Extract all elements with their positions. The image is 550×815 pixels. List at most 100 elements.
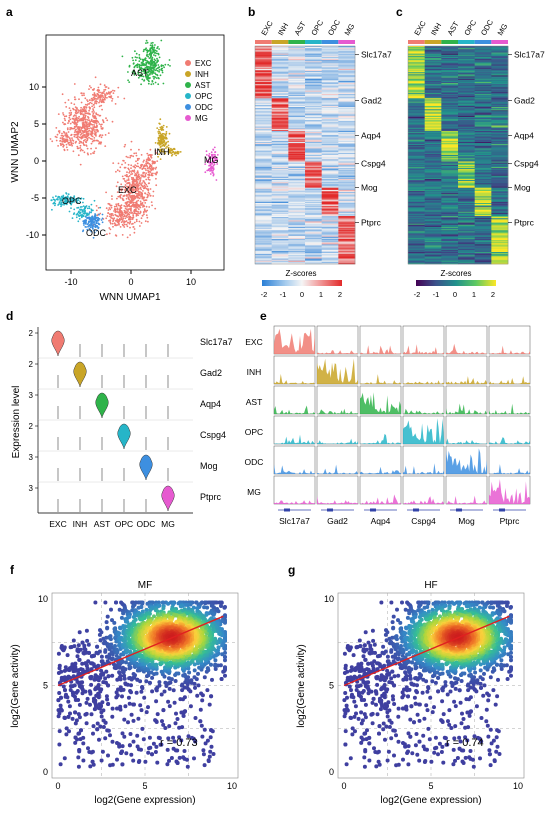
umap-point	[121, 188, 124, 191]
umap-point	[115, 205, 118, 207]
umap-point	[131, 216, 133, 219]
umap-point	[85, 141, 88, 144]
heatmap-c-color-bar	[408, 40, 508, 44]
umap-point	[151, 162, 154, 165]
umap-point	[155, 184, 158, 187]
heatmap-gene-label: Gad2	[361, 96, 382, 106]
umap-point	[117, 195, 120, 198]
umap-point	[137, 204, 140, 207]
umap-point	[62, 143, 64, 146]
umap-point	[111, 217, 114, 220]
umap-point	[124, 162, 127, 164]
umap-point	[74, 98, 77, 101]
umap-point	[144, 192, 147, 195]
umap-point	[86, 147, 89, 150]
umap-point	[132, 155, 135, 158]
umap-point	[98, 142, 100, 145]
umap-point	[146, 60, 148, 62]
umap-point	[174, 151, 177, 154]
umap-point	[154, 168, 157, 170]
umap-point	[158, 48, 161, 50]
umap-point	[165, 131, 168, 133]
umap-point	[158, 77, 160, 80]
umap-point	[135, 182, 138, 185]
umap-point	[68, 120, 70, 123]
umap-point	[145, 160, 148, 163]
umap-point	[160, 69, 163, 71]
umap-point	[143, 181, 146, 184]
violin-ytick: 3	[29, 484, 34, 493]
umap-point	[129, 192, 131, 195]
umap-legend-swatch	[185, 82, 191, 88]
umap-point	[147, 169, 149, 172]
umap-point	[93, 223, 96, 226]
umap-point	[65, 115, 68, 118]
umap-point	[62, 145, 65, 148]
umap-point	[96, 89, 99, 92]
umap-point	[153, 75, 155, 78]
umap-point	[94, 219, 97, 222]
umap-point	[144, 57, 147, 60]
umap-ytick: 5	[34, 119, 39, 129]
umap-point	[124, 205, 127, 208]
heatmap-cluster-bar	[271, 40, 289, 44]
umap-point	[80, 208, 83, 211]
umap-point	[149, 44, 152, 47]
umap-point	[147, 194, 150, 197]
umap-point	[139, 212, 141, 215]
colorbar-tick: 0	[453, 290, 457, 299]
umap-point	[55, 127, 58, 129]
umap-point	[67, 136, 70, 138]
umap-point	[135, 165, 138, 168]
umap-point	[111, 100, 113, 102]
umap-point	[78, 127, 81, 130]
umap-point	[108, 219, 110, 222]
umap-point	[91, 111, 94, 113]
umap-point	[131, 218, 134, 221]
umap-point	[73, 96, 76, 98]
violin-category-label: ODC	[137, 519, 156, 529]
umap-point	[123, 166, 126, 169]
umap-point	[132, 226, 135, 228]
umap-point	[101, 99, 104, 101]
umap-point	[99, 114, 102, 117]
umap-point	[119, 166, 122, 169]
umap-point	[130, 171, 133, 173]
umap-point	[86, 104, 89, 106]
umap-point	[142, 190, 144, 192]
umap-point	[69, 114, 72, 116]
umap-point	[93, 152, 95, 155]
umap-point	[146, 188, 149, 191]
umap-point	[128, 171, 131, 174]
umap-point	[110, 213, 113, 216]
umap-point	[119, 196, 122, 199]
umap-point	[157, 132, 160, 135]
umap-point	[132, 177, 135, 179]
umap-point	[86, 119, 89, 121]
umap-point	[133, 152, 136, 155]
umap-point	[98, 100, 101, 102]
umap-point	[134, 166, 137, 169]
umap-point	[145, 49, 148, 52]
umap-point	[132, 213, 135, 215]
umap-point	[49, 138, 52, 140]
umap-point	[83, 114, 85, 116]
umap-point	[150, 201, 153, 204]
umap-point	[88, 136, 90, 139]
umap-point	[110, 95, 113, 97]
umap-point	[127, 176, 130, 178]
umap-point	[152, 83, 155, 85]
colorbar-tick: 1	[319, 290, 323, 299]
umap-point	[96, 220, 99, 222]
umap-point	[128, 198, 131, 201]
umap-point	[142, 75, 145, 78]
umap-point	[149, 50, 152, 53]
umap-point	[168, 59, 171, 61]
umap-point	[156, 69, 159, 72]
umap-point	[78, 98, 80, 101]
umap-point	[84, 210, 86, 213]
colorbar-tick: 1	[472, 290, 476, 299]
umap-point	[84, 222, 87, 225]
umap-point	[137, 199, 140, 202]
